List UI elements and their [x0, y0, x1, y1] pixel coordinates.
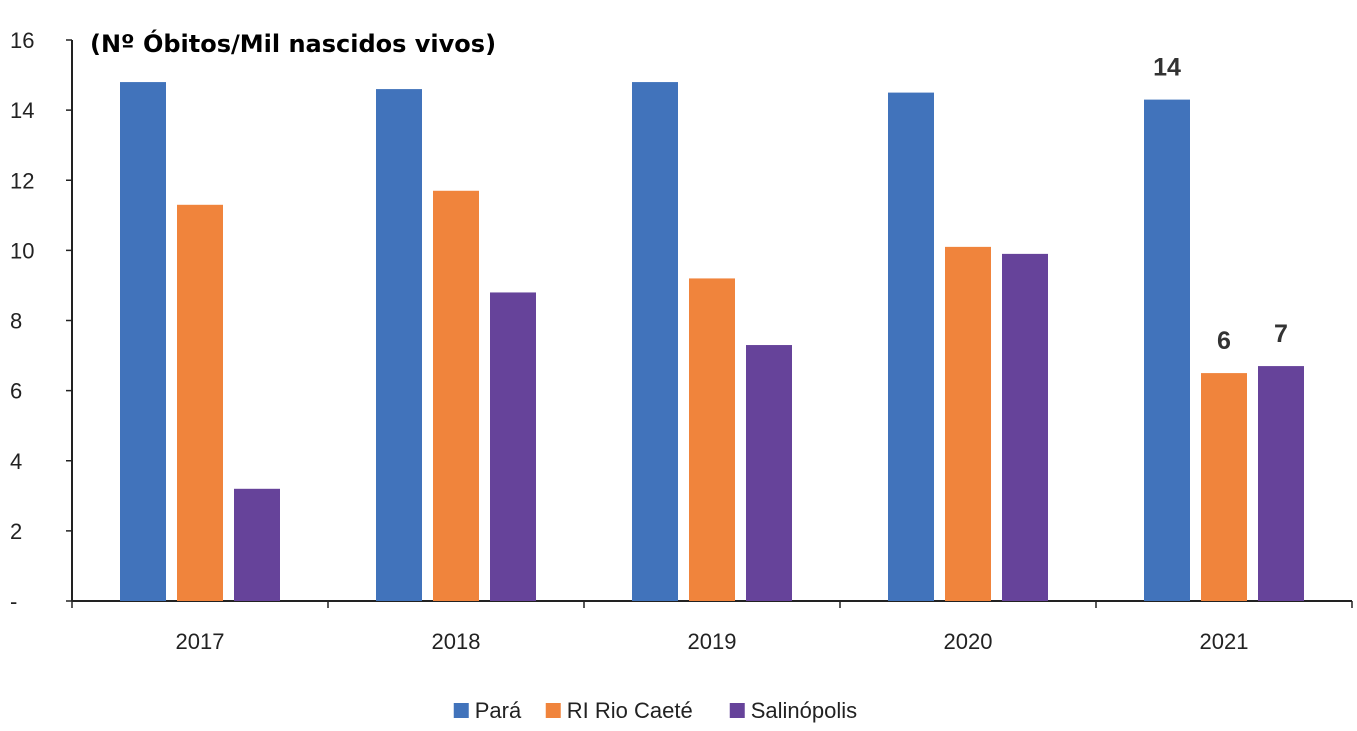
bar-2019-series-1	[689, 278, 735, 601]
y-axis-ticks: - 2 4 6 8 10 12 14 16	[10, 28, 72, 614]
bar-2020-series-0	[888, 92, 934, 601]
bar-2017-series-1	[177, 204, 223, 601]
bars-group	[120, 82, 1304, 602]
data-label: 7	[1274, 320, 1288, 348]
y-tick-label: -	[10, 589, 17, 614]
y-tick-label: 16	[10, 28, 34, 53]
data-labels-group: 14 6 7	[1153, 54, 1288, 355]
bar-2021-series-0	[1144, 99, 1190, 601]
bar-2019-series-2	[746, 345, 792, 601]
x-tick-label: 2018	[432, 629, 481, 654]
data-label: 6	[1217, 327, 1231, 355]
y-tick-label: 2	[10, 519, 22, 544]
bar-2017-series-2	[234, 488, 280, 601]
legend-label: Pará	[475, 698, 522, 723]
y-tick-label: 8	[10, 309, 22, 334]
bar-2021-series-2	[1258, 366, 1304, 601]
bar-2021-series-1	[1201, 373, 1247, 601]
y-tick-label: 6	[10, 379, 22, 404]
legend: Pará RI Rio Caeté Salinópolis	[453, 698, 857, 723]
legend-swatch	[453, 703, 469, 718]
bar-2018-series-1	[433, 190, 479, 602]
y-tick-label: 12	[10, 168, 34, 193]
x-tick-label: 2021	[1200, 629, 1249, 654]
x-tick-label: 2020	[944, 629, 993, 654]
legend-label: RI Rio Caeté	[567, 698, 693, 723]
legend-swatch	[545, 703, 561, 718]
data-label: 14	[1153, 54, 1181, 82]
y-tick-label: 14	[10, 98, 34, 123]
x-axis-ticks: 2017 2018 2019 2020 2021	[71, 601, 1353, 654]
x-tick-label: 2019	[688, 629, 737, 654]
y-tick-label: 10	[10, 238, 34, 263]
y-tick-label: 4	[10, 449, 22, 474]
legend-label: Salinópolis	[751, 698, 857, 723]
bar-2020-series-1	[945, 246, 991, 601]
chart-title: (Nº Óbitos/Mil nascidos vivos)	[90, 28, 496, 58]
bar-2020-series-2	[1002, 253, 1048, 601]
legend-swatch	[729, 703, 745, 718]
bar-2017-series-0	[120, 82, 166, 601]
bar-2018-series-0	[376, 89, 422, 602]
bar-2018-series-2	[490, 292, 536, 601]
bar-2019-series-0	[632, 82, 678, 601]
x-tick-label: 2017	[176, 629, 225, 654]
